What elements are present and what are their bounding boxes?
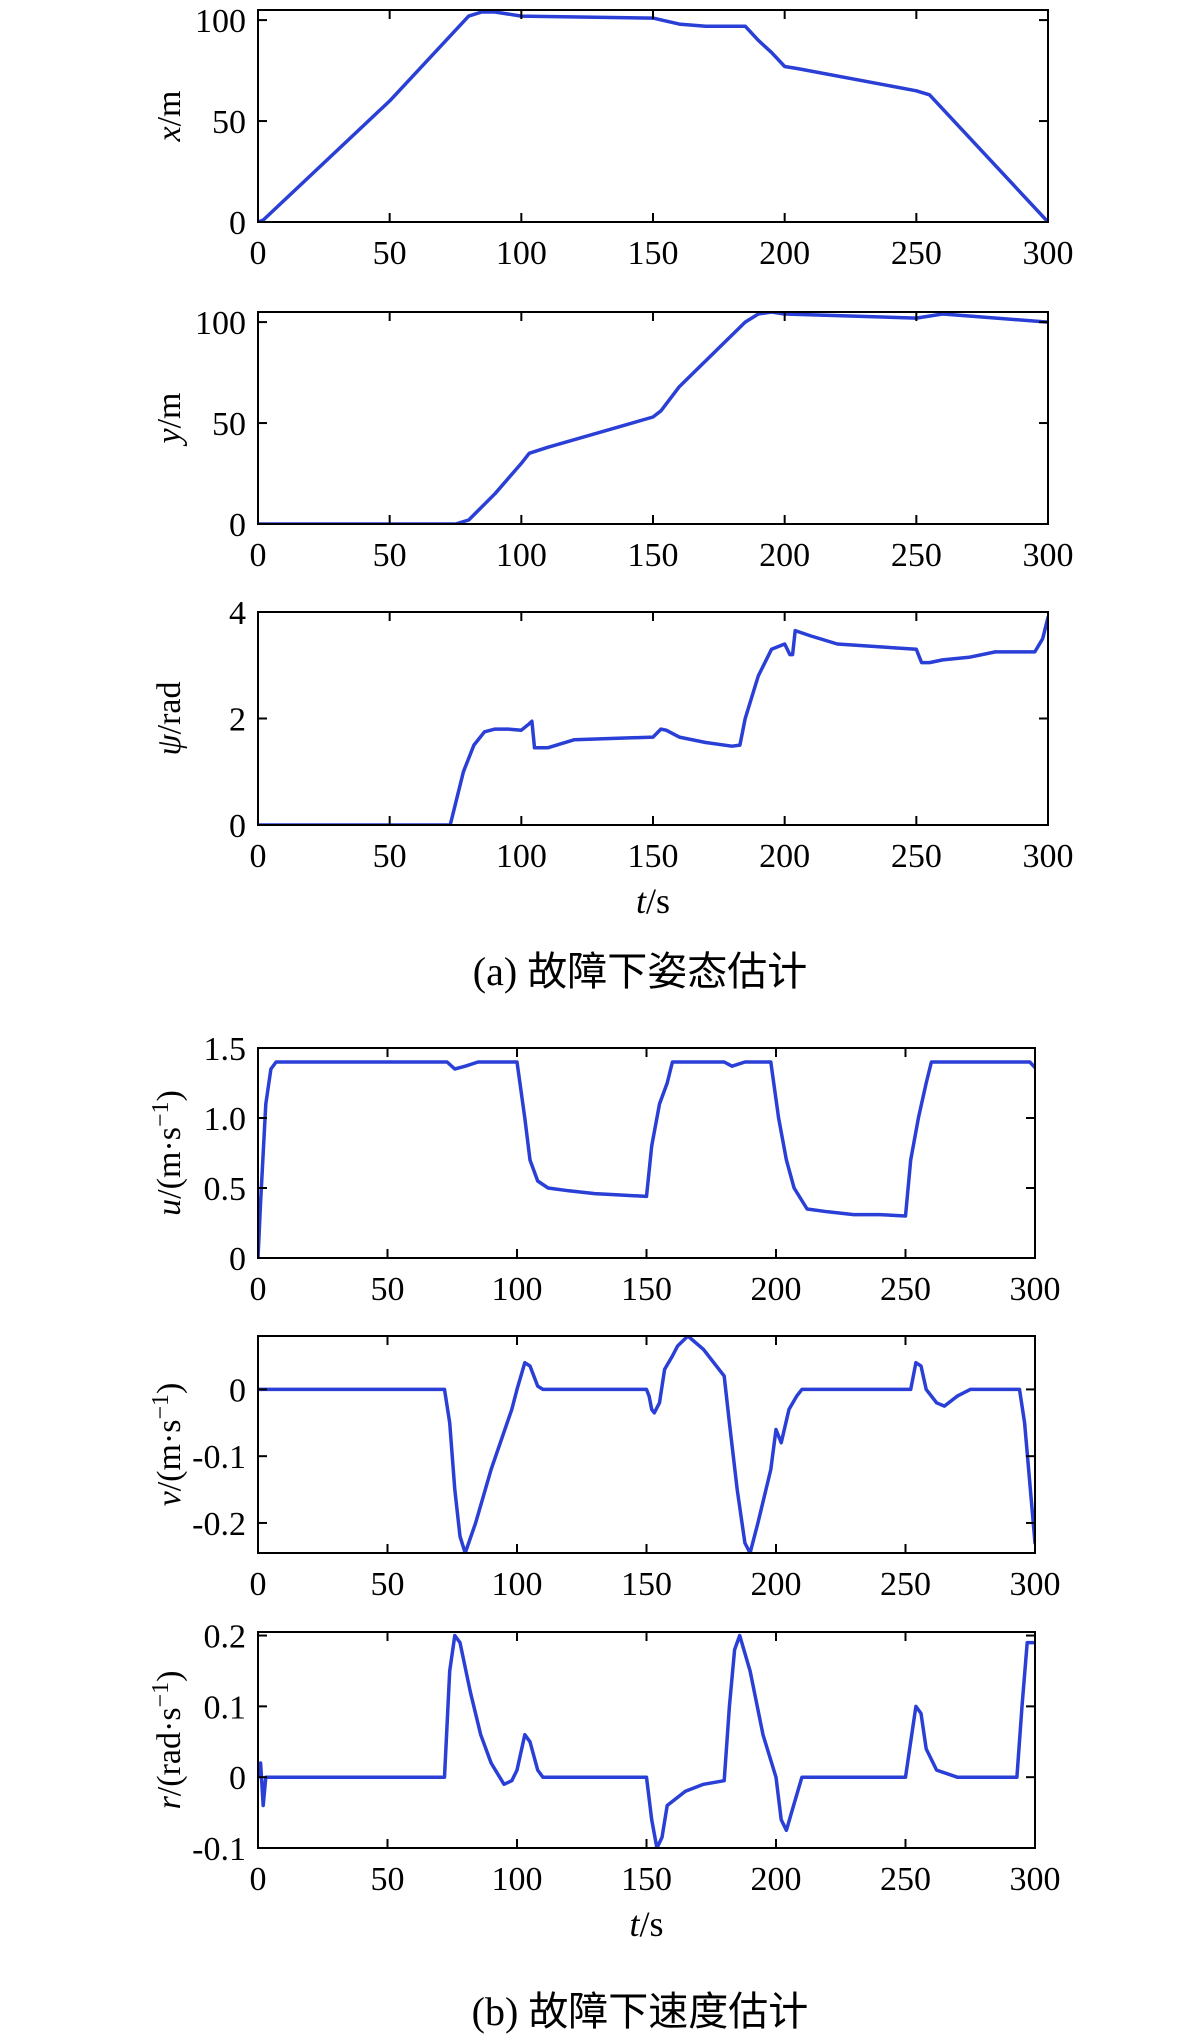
y-tick-label: 50 xyxy=(212,104,246,141)
x-tick-label: 0 xyxy=(250,838,267,875)
y-tick-label: 0 xyxy=(229,1372,246,1409)
y-axis-label-u: u/(m·s−1) xyxy=(148,1090,188,1216)
y-tick-label: 0 xyxy=(229,1241,246,1278)
x-tick-label: 150 xyxy=(621,1861,672,1898)
axes-frame-x xyxy=(257,9,1049,223)
y-tick-label: 100 xyxy=(195,305,246,342)
axes-frame-u xyxy=(257,1047,1036,1259)
axes-frame-psi xyxy=(257,611,1049,826)
y-tick-label: 1.5 xyxy=(204,1031,247,1068)
x-tick-label: 150 xyxy=(621,1271,672,1308)
plot-r: 0 50 100 150 200 250 3000.20.10-0.1r/(rad·s−1)… xyxy=(148,1619,1061,1944)
y-tick-label: -0.1 xyxy=(192,1439,246,1476)
x-tick-label: 250 xyxy=(891,838,942,875)
x-tick-label: 200 xyxy=(759,537,810,574)
x-tick-label: 50 xyxy=(371,1566,405,1603)
series-line-v xyxy=(258,1336,1035,1553)
x-tick-label: 100 xyxy=(492,1566,543,1603)
x-tick-label: 250 xyxy=(880,1566,931,1603)
axes-frame-r xyxy=(257,1631,1036,1849)
caption-a: (a) 故障下姿态估计 xyxy=(473,949,807,994)
y-tick-label: 2 xyxy=(229,702,246,739)
y-tick-label: 0.2 xyxy=(204,1619,247,1656)
y-axis-label-psi: ψ/rad xyxy=(151,682,188,756)
x-tick-label: 100 xyxy=(496,838,547,875)
x-tick-label: 300 xyxy=(1023,838,1074,875)
x-tick-label: 0 xyxy=(250,537,267,574)
series-line-r xyxy=(258,1633,1035,1848)
x-tick-label: 250 xyxy=(891,537,942,574)
x-tick-label: 150 xyxy=(628,838,679,875)
x-tick-label: 300 xyxy=(1010,1861,1061,1898)
x-tick-label: 200 xyxy=(751,1271,802,1308)
plot-u: 0 50 100 150 200 250 300 0 0.5 1.0 1.5 u/(m·s−1) xyxy=(148,1031,1061,1308)
y-tick-label: 0.5 xyxy=(204,1171,247,1208)
x-tick-label: 150 xyxy=(628,537,679,574)
plot-psi: 0 50 100 150 200 250 300 0 2 4 ψ/rad t/s xyxy=(151,595,1074,921)
x-tick-label: 100 xyxy=(492,1861,543,1898)
x-tick-label: 0 xyxy=(250,1566,267,1603)
x-tick-label: 50 xyxy=(373,838,407,875)
axes-frame-v xyxy=(257,1335,1036,1554)
x-tick-label: 0 xyxy=(250,1271,267,1308)
x-tick-label: 200 xyxy=(759,838,810,875)
y-tick-label: 4 xyxy=(229,595,246,632)
y-tick-label: 0 xyxy=(229,808,246,845)
y-axis-label-y: y/m xyxy=(151,393,188,447)
x-axis-label-r: t/s xyxy=(629,1904,663,1944)
x-tick-label: 250 xyxy=(891,235,942,272)
x-tick-label: 100 xyxy=(492,1271,543,1308)
x-tick-label: 300 xyxy=(1023,235,1074,272)
x-tick-label: 0 xyxy=(250,235,267,272)
x-tick-label: 50 xyxy=(371,1271,405,1308)
plot-y: 0 50 100 150 200 250 300 0 50 100 y/m xyxy=(151,305,1074,574)
x-tick-label: 300 xyxy=(1010,1566,1061,1603)
x-tick-label: 150 xyxy=(628,235,679,272)
x-tick-label: 250 xyxy=(880,1271,931,1308)
y-axis-label-v: v/(m·s−1) xyxy=(148,1383,188,1507)
x-axis-label-psi: t/s xyxy=(636,881,670,921)
x-tick-label: 0 xyxy=(250,1861,267,1898)
y-tick-label: 100 xyxy=(195,3,246,40)
x-tick-label: 100 xyxy=(496,537,547,574)
series-line-psi xyxy=(258,615,1048,825)
x-tick-label: 150 xyxy=(621,1566,672,1603)
x-tick-label: 250 xyxy=(880,1861,931,1898)
x-tick-label: 200 xyxy=(751,1566,802,1603)
y-tick-label: 0 xyxy=(229,507,246,544)
y-axis-label-r: r/(rad·s−1) xyxy=(148,1671,188,1810)
plot-x: 0 50 100 150 200 250 300 0 50 100 x/m xyxy=(151,3,1074,272)
y-axis-label-x: x/m xyxy=(151,91,188,143)
series-line-u xyxy=(258,1060,1035,1258)
y-tick-label: 0.1 xyxy=(204,1689,247,1726)
x-tick-label: 300 xyxy=(1023,537,1074,574)
series-line-x xyxy=(258,10,1048,222)
y-tick-label: 50 xyxy=(212,406,246,443)
series-line-y xyxy=(258,312,1048,524)
x-tick-label: 50 xyxy=(373,537,407,574)
y-tick-label: 0 xyxy=(229,205,246,242)
x-tick-label: 200 xyxy=(759,235,810,272)
x-tick-label: 300 xyxy=(1010,1271,1061,1308)
x-tick-label: 200 xyxy=(751,1861,802,1898)
y-tick-label: 1.0 xyxy=(204,1101,247,1138)
x-tick-label: 100 xyxy=(496,235,547,272)
plot-v: 0 50 100 150 200 250 300 0 -0.1 -0.2v/(m·s−1) xyxy=(148,1335,1061,1603)
y-tick-label: -0.2 xyxy=(192,1506,246,1543)
x-tick-label: 50 xyxy=(371,1861,405,1898)
x-tick-label: 50 xyxy=(373,235,407,272)
y-tick-label: -0.1 xyxy=(192,1831,246,1868)
caption-b: (b) 故障下速度估计 xyxy=(472,1989,809,2034)
y-tick-label: 0 xyxy=(229,1760,246,1797)
